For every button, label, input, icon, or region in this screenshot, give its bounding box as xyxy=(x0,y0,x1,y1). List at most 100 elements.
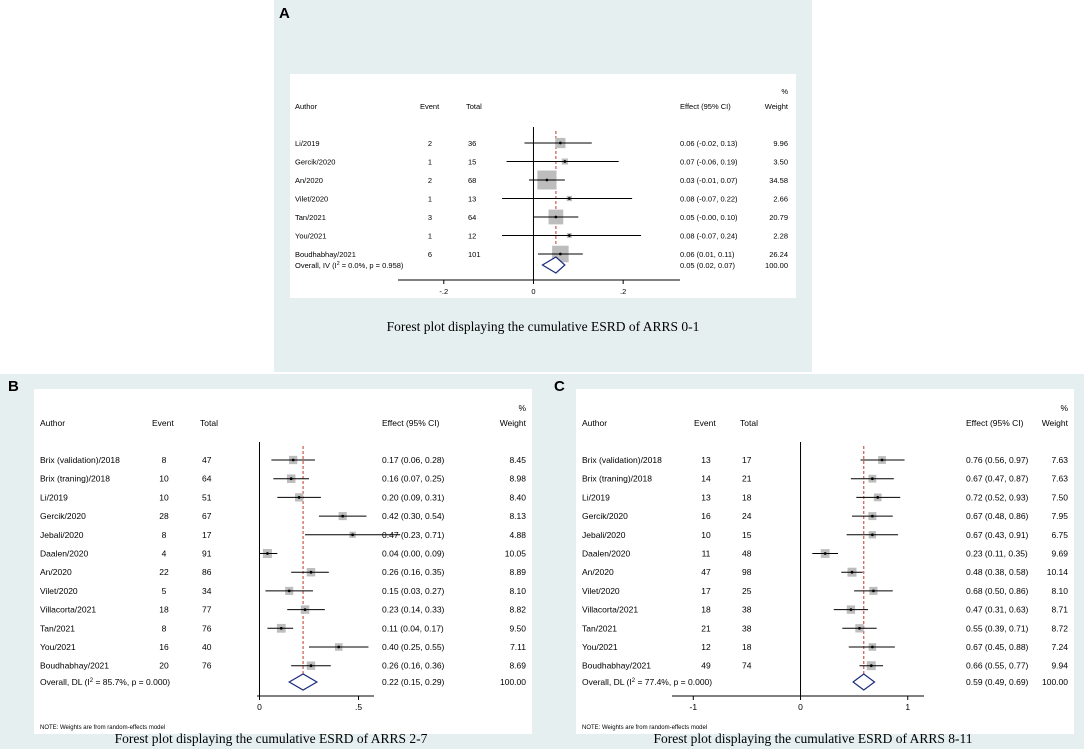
study-event: 16 xyxy=(701,511,711,521)
study-total: 101 xyxy=(468,250,481,259)
study-weight: 7.11 xyxy=(510,642,526,652)
study-ci: 0.67 (0.45, 0.88) xyxy=(966,642,1029,652)
study-row: Tan/2021 8 76 0.11 (0.04, 0.17) 9.50 xyxy=(40,623,526,633)
study-row: Brix (validation)/2018 8 47 0.17 (0.06, 0.2… xyxy=(40,455,526,465)
study-event: 21 xyxy=(701,623,711,633)
study-row: Tan/2021 3 64 0.05 (-0.00, 0.10) 20.79 xyxy=(295,209,788,225)
study-total: 17 xyxy=(202,530,212,540)
study-author: Tan/2021 xyxy=(40,623,75,633)
study-ci: 0.48 (0.38, 0.58) xyxy=(966,567,1029,577)
study-total: 38 xyxy=(742,605,752,615)
study-total: 15 xyxy=(742,530,752,540)
study-total: 98 xyxy=(742,567,752,577)
effect-point xyxy=(567,197,571,200)
study-weight: 8.98 xyxy=(509,474,526,484)
study-weight: 9.50 xyxy=(509,623,526,633)
study-event: 10 xyxy=(701,530,711,540)
effect-point xyxy=(297,496,301,499)
study-author: Brix (validation)/2018 xyxy=(582,455,662,465)
overall-label-pre: Overall, DL (I xyxy=(40,677,90,687)
study-ci: 0.17 (0.06, 0.28) xyxy=(382,455,445,465)
study-weight: 2.28 xyxy=(773,232,788,241)
study-event: 22 xyxy=(159,567,169,577)
header-weight: Weight xyxy=(1042,418,1069,428)
study-ci: 0.16 (0.07, 0.25) xyxy=(382,474,445,484)
study-ci: 0.67 (0.48, 0.86) xyxy=(966,511,1029,521)
study-author: Tan/2021 xyxy=(582,623,617,633)
study-event: 12 xyxy=(701,642,711,652)
study-row: Daalen/2020 11 48 0.23 (0.11, 0.35) 9.69 xyxy=(582,549,1068,559)
study-event: 17 xyxy=(701,586,711,596)
study-total: 18 xyxy=(742,642,752,652)
header-total: Total xyxy=(200,418,218,428)
study-author: Li/2019 xyxy=(582,492,610,502)
study-event: 8 xyxy=(162,455,167,465)
overall-label-pre: Overall, DL (I xyxy=(582,677,632,687)
study-total: 67 xyxy=(202,511,212,521)
effect-point xyxy=(287,589,291,593)
overall-weight: 100.00 xyxy=(500,677,526,687)
study-ci: 0.67 (0.47, 0.87) xyxy=(966,474,1029,484)
study-weight: 10.05 xyxy=(505,549,527,559)
study-author: You/2021 xyxy=(40,642,76,652)
effect-point xyxy=(341,514,345,518)
study-row: You/2021 1 12 0.08 (-0.07, 0.24) 2.28 xyxy=(295,232,788,241)
study-row: Vilet/2020 17 25 0.68 (0.50, 0.86) 8.10 xyxy=(582,586,1068,596)
study-author: Brix (validation)/2018 xyxy=(40,455,120,465)
study-row: Li/2019 13 18 0.72 (0.52, 0.93) 7.50 xyxy=(582,492,1068,502)
study-ci: 0.20 (0.09, 0.31) xyxy=(382,492,445,502)
study-event: 20 xyxy=(159,661,169,671)
study-row: An/2020 47 98 0.48 (0.38, 0.58) 10.14 xyxy=(582,567,1068,577)
study-row: An/2020 2 68 0.03 (-0.01, 0.07) 34.58 xyxy=(295,170,788,190)
forest-plot-b-svg: Author Event Total Effect (95% CI)% Weight Br… xyxy=(40,403,527,731)
study-author: You/2021 xyxy=(295,232,326,241)
study-row: Gercik/2020 28 67 0.42 (0.30, 0.54) 8.13 xyxy=(40,511,526,521)
effect-point xyxy=(558,141,562,145)
x-tick-label: 1 xyxy=(905,702,910,712)
study-row: Gercik/2020 16 24 0.67 (0.48, 0.86) 7.95 xyxy=(582,511,1068,521)
study-event: 10 xyxy=(159,492,169,502)
study-author: Vilet/2020 xyxy=(40,586,78,596)
study-weight: 3.50 xyxy=(773,158,788,167)
study-event: 18 xyxy=(159,605,169,615)
study-weight: 9.94 xyxy=(1051,661,1068,671)
x-tick-label: 0 xyxy=(531,287,535,296)
study-total: 48 xyxy=(742,549,752,559)
study-ci: 0.03 (-0.01, 0.07) xyxy=(680,176,738,185)
study-event: 14 xyxy=(701,474,711,484)
study-author: Daalen/2020 xyxy=(582,549,630,559)
effect-point xyxy=(558,252,562,256)
study-weight: 8.71 xyxy=(1051,605,1068,615)
study-weight: 7.24 xyxy=(1051,642,1068,652)
header-weight-percent: % xyxy=(518,403,526,413)
effect-point xyxy=(309,664,313,668)
overall-label: Overall, IV (I2 = 0.0%, p = 0.958) xyxy=(295,261,404,270)
study-ci: 0.55 (0.39, 0.71) xyxy=(966,623,1029,633)
study-row: Li/2019 10 51 0.20 (0.09, 0.31) 8.40 xyxy=(40,492,526,502)
effect-point xyxy=(279,626,283,630)
study-total: 74 xyxy=(742,661,752,671)
study-ci: 0.08 (-0.07, 0.24) xyxy=(680,232,738,241)
study-row: You/2021 12 18 0.67 (0.45, 0.88) 7.24 xyxy=(582,642,1068,652)
study-author: Gercik/2020 xyxy=(582,511,628,521)
header-author: Author xyxy=(582,418,607,428)
study-author: Villacorta/2021 xyxy=(582,605,638,615)
overall-label-sup: 2 xyxy=(632,678,635,684)
study-row: Boudhabhay/2021 20 76 0.26 (0.16, 0.36) 8.69 xyxy=(40,661,526,671)
study-event: 28 xyxy=(159,511,169,521)
study-weight: 4.88 xyxy=(509,530,526,540)
overall-label-post: = 77.4%, p = 0.000) xyxy=(635,677,712,687)
header-total: Total xyxy=(466,102,482,111)
effect-point xyxy=(567,234,571,237)
study-total: 76 xyxy=(202,623,212,633)
study-row: Brix (traning)/2018 14 21 0.67 (0.47, 0.87)… xyxy=(582,474,1068,484)
study-event: 13 xyxy=(701,492,711,502)
x-tick-label: 0 xyxy=(257,702,262,712)
panel-c: C Author Event Total Effect (95% CI)% Weight… xyxy=(542,374,1084,749)
study-event: 47 xyxy=(701,567,711,577)
panel-label-a: A xyxy=(279,5,290,22)
overall-diamond xyxy=(541,256,566,274)
study-row: Boudhabhay/2021 6 101 0.06 (0.01, 0.11) 26.2… xyxy=(295,245,788,263)
forest-plot-b: Author Event Total Effect (95% CI)% Weight Br… xyxy=(34,389,532,734)
study-ci: 0.07 (-0.06, 0.19) xyxy=(680,158,738,167)
